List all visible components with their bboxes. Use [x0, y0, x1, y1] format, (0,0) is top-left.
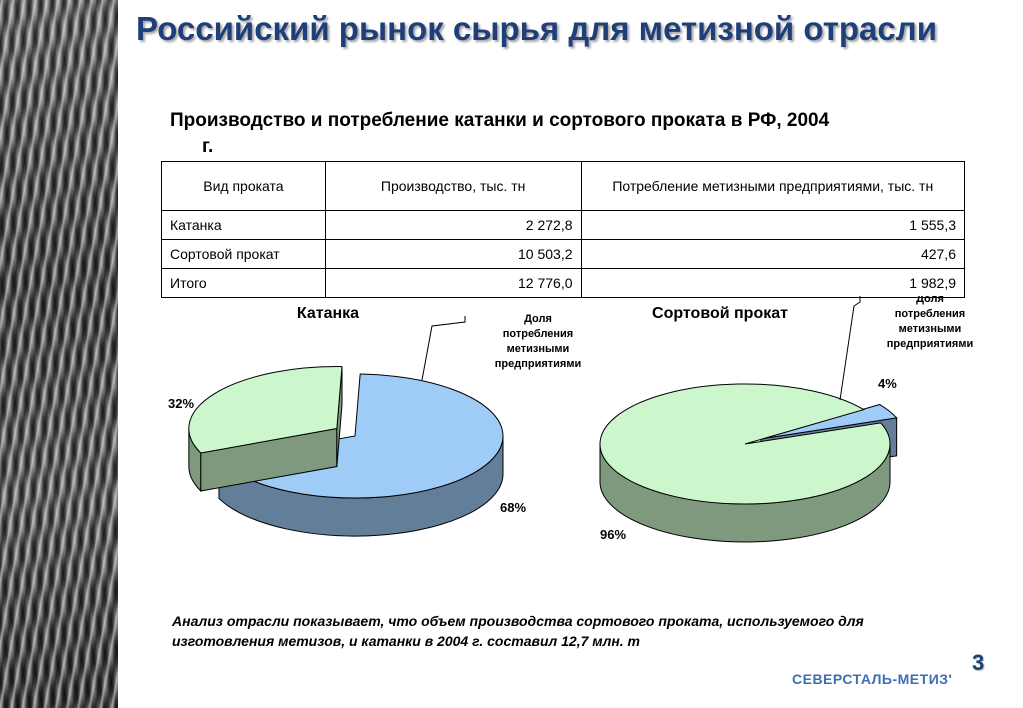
pie-chart-title: Сортовой прокат [652, 305, 788, 322]
pie-slice-label: 68% [500, 500, 526, 515]
table-row: Итого 12 776,0 1 982,9 [161, 268, 966, 298]
row-name: Итого [161, 268, 326, 298]
brand-logo-text: СЕВЕРСТАЛЬ-МЕТИЗ' [792, 671, 953, 687]
pie-charts: 68% 32% Катанка Доля потребления метизными пре… [168, 296, 973, 543]
callout-text: Доля потребления метизными предприятиями [495, 313, 581, 370]
pie-chart-title: Катанка [297, 305, 359, 322]
table-caption-line1: Производство и потребление катанки и сор… [170, 110, 830, 131]
row-name: Катанка [161, 210, 326, 240]
pie-slice-label: 32% [168, 396, 194, 411]
pie-slice-label: 4% [878, 376, 897, 391]
header-product-type: Вид проката [161, 161, 326, 211]
table-row: Катанка 2 272,8 1 555,3 [161, 210, 966, 240]
row-consumption: 427,6 [580, 239, 966, 269]
pie-slice [760, 404, 898, 440]
table-row: Сортовой прокат 10 503,2 427,6 [161, 239, 966, 269]
row-consumption: 1 555,3 [580, 210, 966, 240]
callout-leader-line [421, 316, 466, 381]
header-consumption: Потребление метизными предприятиями, тыс… [580, 161, 966, 211]
page-number: 3 [972, 650, 985, 675]
slide-title: Российский рынок сырья для метизной отра… [136, 10, 937, 47]
row-consumption: 1 982,9 [580, 268, 966, 298]
steel-wire-background-image [0, 0, 118, 708]
row-production: 10 503,2 [324, 239, 582, 269]
table-caption: Производство и потребление катанки и сор… [170, 108, 960, 160]
pie-slice-label: 96% [600, 527, 626, 542]
row-name: Сортовой прокат [161, 239, 326, 269]
pie-slice [188, 366, 343, 454]
row-production: 12 776,0 [324, 268, 582, 298]
pie-slice [599, 383, 891, 505]
callout-leader-line [839, 296, 861, 401]
table-header-row: Вид проката Производство, тыс. тн Потреб… [161, 161, 966, 211]
header-production: Производство, тыс. тн [324, 161, 582, 211]
callout-text: Доля потребления метизными предприятиями [887, 296, 973, 350]
analysis-note: Анализ отрасли показывает, что объем про… [172, 613, 864, 649]
table-caption-line2: г. [202, 136, 214, 157]
production-consumption-table: Вид проката Производство, тыс. тн Потреб… [161, 161, 966, 298]
row-production: 2 272,8 [324, 210, 582, 240]
